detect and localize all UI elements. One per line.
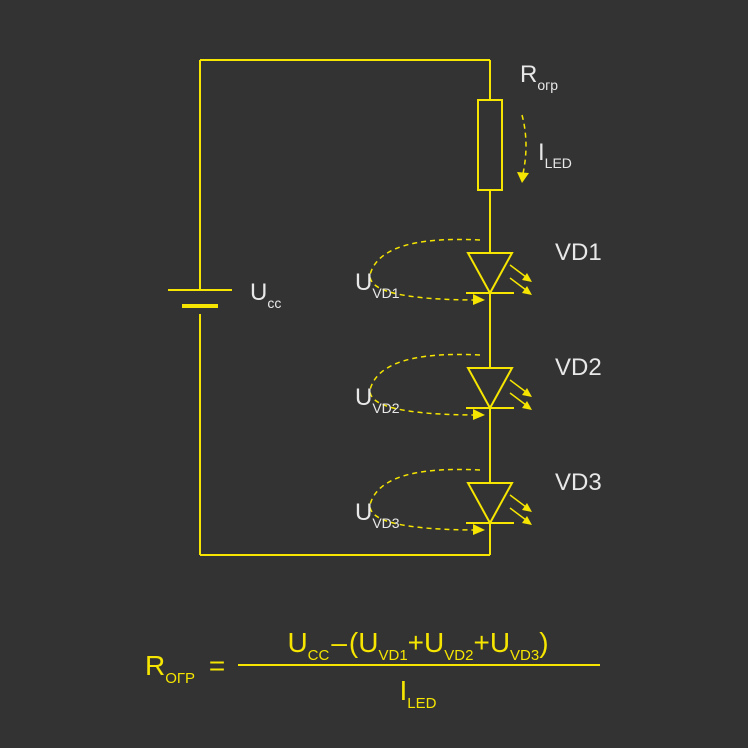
svg-text:RОГР =: RОГР = [145, 650, 225, 689]
ucc-label: Ucc [250, 279, 281, 311]
svg-text:ILED: ILED [538, 139, 572, 171]
r-ogr-label: Rогр [520, 61, 558, 93]
vd2-label: VD2 [555, 354, 602, 381]
led-vd1: UVD1 VD1 [355, 239, 602, 368]
formula: RОГР = UCC–(UVD1+UVD2+UVD3) ILED [145, 627, 600, 712]
circuit-diagram: Ucc Rогр ILED UVD1 VD1 UVD2 VD2 [0, 0, 748, 748]
i-led-arrow: ILED [517, 115, 572, 183]
svg-text:UVD1: UVD1 [355, 269, 400, 301]
svg-text:UVD3: UVD3 [355, 499, 400, 531]
svg-text:ILED: ILED [400, 675, 437, 712]
svg-text:UCC–(UVD1+UVD2+UVD3): UCC–(UVD1+UVD2+UVD3) [287, 627, 548, 664]
vd1-label: VD1 [555, 239, 602, 266]
battery-symbol [168, 290, 232, 306]
led-vd2: UVD2 VD2 [355, 354, 602, 483]
led-vd3: UVD3 VD3 [355, 469, 602, 555]
resistor [478, 100, 502, 190]
svg-text:UVD2: UVD2 [355, 384, 400, 416]
vd3-label: VD3 [555, 469, 602, 496]
